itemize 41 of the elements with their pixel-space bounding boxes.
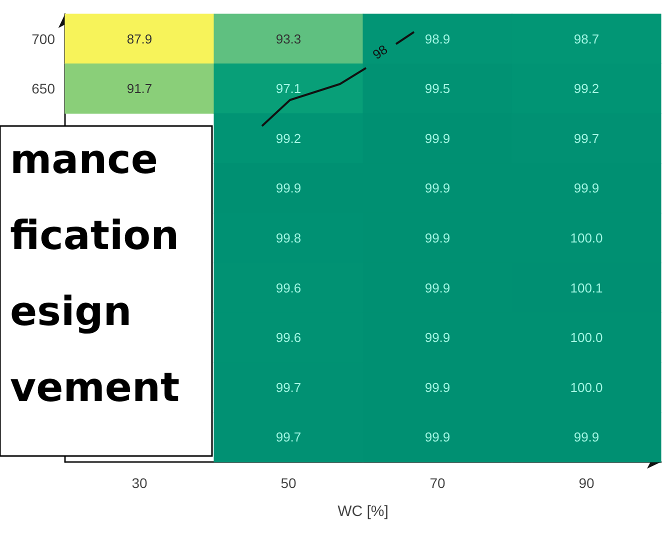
annotation: mance — [10, 137, 158, 183]
data-label: 99.9 — [424, 230, 450, 246]
data-label: 99.8 — [276, 230, 302, 246]
data-label: 100.1 — [570, 280, 603, 296]
data-label: 99.7 — [574, 130, 600, 146]
data-label: 99.2 — [276, 130, 302, 146]
data-label: 87.9 — [126, 31, 152, 46]
data-label: 97.1 — [276, 81, 302, 96]
annotation: vement — [10, 365, 180, 411]
data-label: 99.7 — [276, 380, 302, 395]
data-label: 99.9 — [424, 380, 450, 395]
data-label: 98.7 — [574, 31, 600, 46]
data-label: 99.9 — [276, 180, 302, 196]
x-tick-label: 70 — [430, 475, 446, 491]
x-tick-label: 30 — [132, 475, 148, 491]
data-label: 99.9 — [424, 180, 450, 196]
data-label: 100.0 — [570, 230, 603, 246]
data-label: 99.9 — [424, 280, 450, 296]
data-label: 99.9 — [424, 430, 450, 445]
x-tick-label: 50 — [280, 475, 296, 491]
annotation: esign — [10, 289, 132, 335]
data-label: 91.7 — [126, 81, 152, 96]
data-label: 99.5 — [424, 81, 450, 96]
y-tick-label: 650 — [32, 80, 56, 97]
annotation: 98 — [370, 42, 390, 62]
x-tick-label: 90 — [578, 475, 594, 491]
data-label: 99.9 — [574, 180, 600, 196]
data-label: 99.2 — [574, 81, 600, 96]
data-label: 99.9 — [574, 430, 600, 445]
annotation: fication — [10, 213, 180, 259]
data-label: 98.9 — [424, 31, 450, 46]
data-label: 99.9 — [424, 130, 450, 146]
data-label: 99.7 — [276, 430, 302, 445]
data-label: 100.0 — [570, 330, 603, 346]
data-label: 100.0 — [570, 380, 603, 395]
y-tick-label: 700 — [32, 30, 56, 47]
data-label: 99.6 — [276, 330, 302, 346]
x-axis-title: WC [%] — [338, 503, 388, 520]
data-label: 99.6 — [276, 280, 302, 296]
data-label: 99.9 — [424, 330, 450, 346]
data-label: 93.3 — [276, 31, 302, 46]
